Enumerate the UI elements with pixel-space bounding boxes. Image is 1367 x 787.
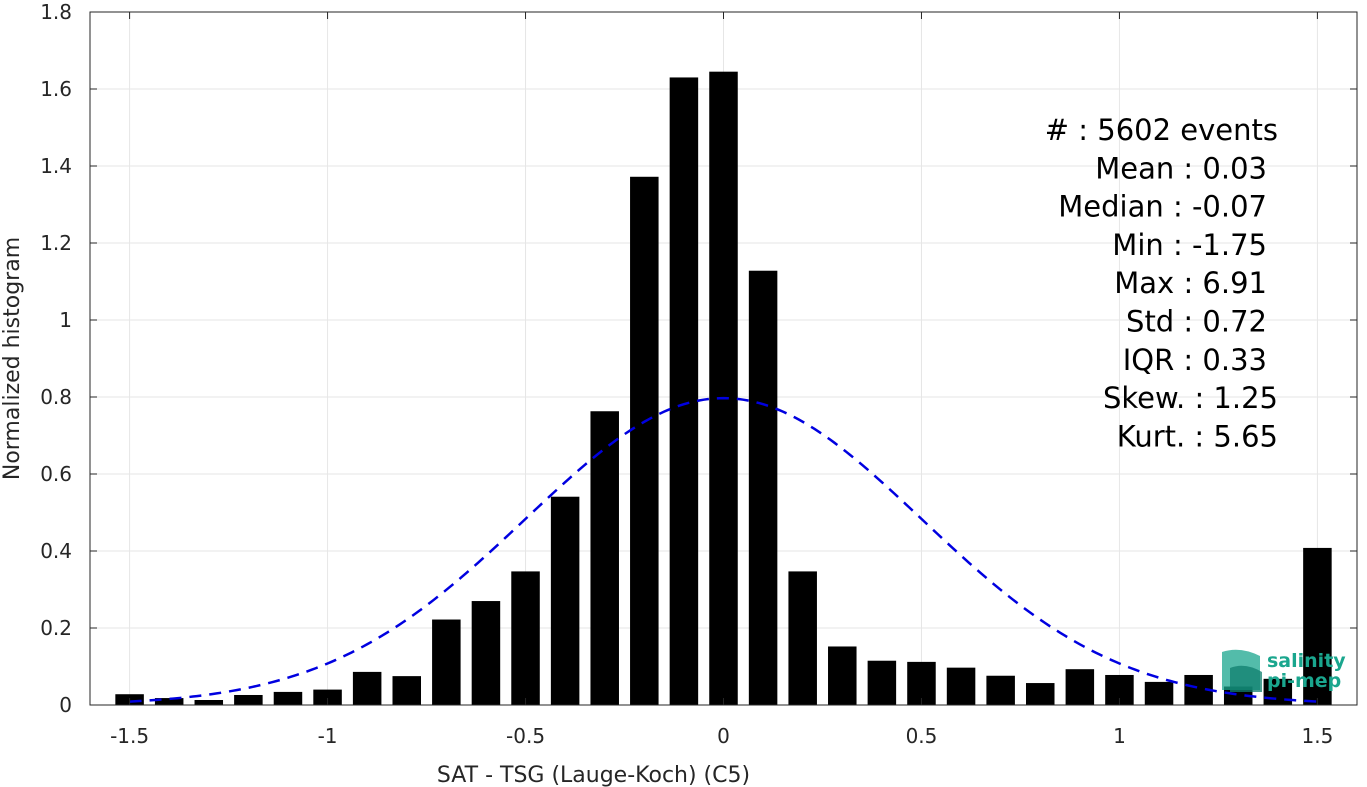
stat-line: Min : -1.75 — [1112, 228, 1267, 262]
histogram-bars — [115, 71, 1332, 706]
histogram-bar — [630, 176, 659, 705]
histogram-bar — [313, 689, 342, 705]
y-tick-label: 1.8 — [40, 0, 72, 24]
y-axis-label: Normalized histogram — [0, 237, 25, 480]
histogram-bar — [511, 571, 540, 705]
y-tick-label: 1.2 — [40, 231, 72, 255]
histogram-bar — [234, 694, 263, 705]
histogram-bar — [154, 698, 184, 705]
normal-fit-curve — [129, 396, 1318, 703]
logo-text-salinity: salinity — [1267, 650, 1346, 672]
stat-line: Skew. : 1.25 — [1103, 381, 1278, 415]
y-axis-ticks: 0 0.2 0.4 0.6 0.8 1 1.2 1.4 1.6 1.8 — [40, 0, 1357, 717]
x-tick-label: 1.5 — [1302, 724, 1334, 748]
histogram-bar — [709, 71, 738, 706]
y-tick-label: 1 — [59, 308, 72, 332]
x-tick-label: 0.5 — [906, 724, 938, 748]
logo-mark-icon — [1222, 649, 1262, 692]
y-tick-label: 1.4 — [40, 154, 72, 178]
x-tick-label: -1.5 — [110, 724, 149, 748]
y-tick-label: 1.6 — [40, 77, 72, 101]
histogram-bar — [946, 667, 976, 705]
y-tick-label: 0.2 — [40, 616, 72, 640]
histogram-bar — [1025, 683, 1055, 705]
salinity-pi-mep-logo: salinity pi-mep — [1222, 649, 1346, 692]
histogram-bar — [1065, 669, 1095, 705]
stat-line: Kurt. : 5.65 — [1117, 419, 1278, 453]
x-tick-label: 1 — [1113, 724, 1126, 748]
stat-line: Std : 0.72 — [1126, 305, 1267, 339]
y-tick-label: 0 — [59, 693, 72, 717]
stat-line: # : 5602 events — [1045, 113, 1278, 147]
histogram-bar — [590, 411, 619, 705]
histogram-bar — [1303, 547, 1332, 705]
histogram-bar — [669, 77, 699, 705]
histogram-bar — [550, 496, 580, 705]
x-axis-label: SAT - TSG (Lauge-Koch) (C5) — [437, 763, 750, 787]
y-tick-label: 0.6 — [40, 462, 72, 486]
x-tick-label: 0 — [717, 724, 730, 748]
histogram-bar — [748, 270, 778, 705]
stat-line: Max : 6.91 — [1114, 266, 1267, 300]
histogram-bar — [352, 671, 382, 705]
histogram-bar — [1144, 681, 1174, 705]
histogram-bar — [194, 699, 224, 705]
histogram-bar — [432, 619, 461, 705]
histogram-bar — [907, 661, 936, 705]
x-tick-label: -1 — [318, 724, 338, 748]
logo-text-pi-mep: pi-mep — [1267, 670, 1341, 692]
y-tick-label: 0.8 — [40, 385, 72, 409]
histogram-bar — [392, 676, 422, 705]
histogram-bar — [828, 646, 857, 705]
histogram-bar — [273, 691, 303, 705]
y-tick-label: 0.4 — [40, 539, 72, 563]
stat-line: Median : -0.07 — [1058, 190, 1267, 224]
statistics-box: # : 5602 events Mean : 0.03 Median : -0.07… — [1045, 113, 1278, 453]
histogram-bar — [788, 571, 817, 705]
x-axis-ticks: -1.5 -1 -0.5 0 0.5 1 1.5 — [110, 12, 1333, 748]
histogram-bar — [867, 660, 897, 705]
stat-line: IQR : 0.33 — [1123, 343, 1267, 377]
x-tick-label: -0.5 — [506, 724, 545, 748]
histogram-bar — [986, 675, 1015, 705]
histogram-bar — [471, 601, 501, 705]
stat-line: Mean : 0.03 — [1095, 151, 1267, 185]
